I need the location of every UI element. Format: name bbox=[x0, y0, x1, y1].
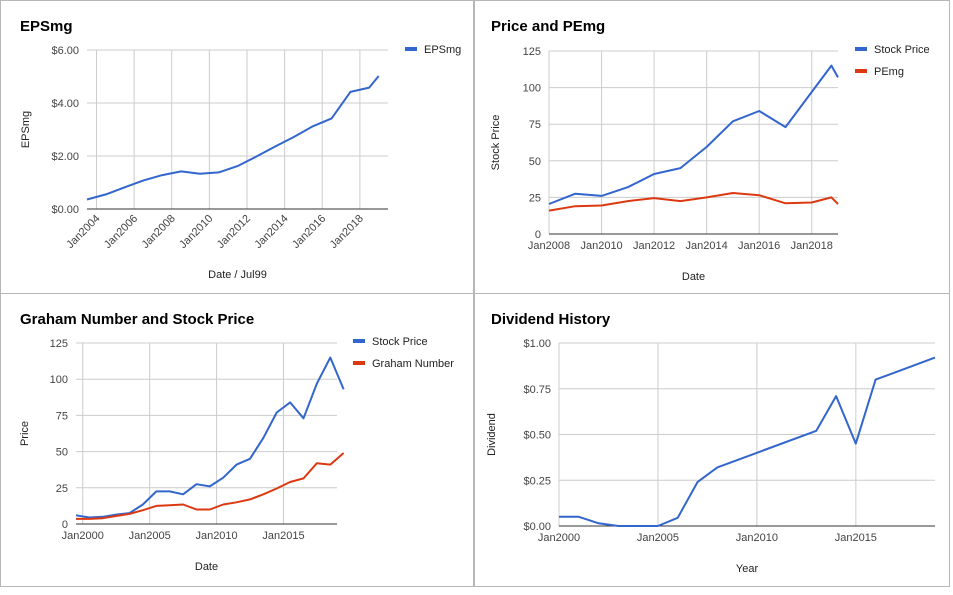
y-tick-label: 50 bbox=[529, 156, 541, 168]
chart-title: Dividend History bbox=[491, 311, 611, 328]
graham-chart-panel: Graham Number and Stock Price 0 25 50 75 100 1… bbox=[0, 293, 474, 587]
x-tick-label: Jan2018 bbox=[791, 240, 833, 252]
y-tick-label: $6.00 bbox=[51, 45, 79, 57]
x-tick-label: Jan2000 bbox=[538, 532, 580, 544]
y-tick-label: $1.00 bbox=[523, 338, 551, 350]
y-tick-label: 75 bbox=[529, 119, 541, 131]
legend-label: Stock Price bbox=[372, 336, 428, 348]
dividend-chart-panel: Dividend History $0.00 $0.25 $0.50 $0.75 $1.0… bbox=[474, 293, 950, 587]
y-tick-label: 100 bbox=[50, 374, 68, 386]
legend-label: Stock Price bbox=[874, 44, 930, 56]
chart-title: Price and PEmg bbox=[491, 18, 605, 35]
x-tick-label: Jan2010 bbox=[177, 213, 215, 251]
y-tick-label: 25 bbox=[56, 483, 68, 495]
x-tick-label: Jan2014 bbox=[686, 240, 728, 252]
legend-swatch bbox=[405, 47, 417, 51]
x-tick-label: Jan2008 bbox=[528, 240, 570, 252]
price-pemg-chart: Price and PEmg 0 25 50 75 100 125 Jan2008 Jan201… bbox=[490, 18, 930, 283]
chart-title: Graham Number and Stock Price bbox=[20, 311, 254, 328]
x-tick-label: Jan2015 bbox=[835, 532, 877, 544]
x-tick-label: Jan2005 bbox=[129, 530, 171, 542]
series-line-0 bbox=[75, 356, 345, 519]
chart-title: EPSmg bbox=[20, 18, 73, 35]
y-tick-label: 0 bbox=[62, 519, 68, 531]
x-tick-label: Jan2015 bbox=[262, 530, 304, 542]
series-line-0 bbox=[86, 75, 380, 201]
series-line-1 bbox=[548, 192, 839, 212]
series-line-0 bbox=[548, 64, 839, 205]
y-tick-label: $0.00 bbox=[51, 204, 79, 216]
dividend-chart: Dividend History $0.00 $0.25 $0.50 $0.75 $1.0… bbox=[486, 311, 936, 575]
x-axis-title: Date / Jul99 bbox=[208, 269, 267, 281]
legend-swatch bbox=[855, 69, 867, 73]
y-tick-label: 25 bbox=[529, 192, 541, 204]
x-tick-label: Jan2005 bbox=[637, 532, 679, 544]
y-axis-title: Stock Price bbox=[490, 115, 502, 171]
y-tick-label: 100 bbox=[523, 83, 541, 95]
legend-label: Graham Number bbox=[372, 358, 454, 370]
y-tick-label: $2.00 bbox=[51, 151, 79, 163]
legend-label: EPSmg bbox=[424, 44, 461, 56]
y-tick-label: $0.00 bbox=[523, 521, 551, 533]
x-axis-title: Date bbox=[682, 271, 705, 283]
x-tick-label: Jan2012 bbox=[633, 240, 675, 252]
x-axis-title: Date bbox=[195, 561, 218, 573]
legend-swatch bbox=[353, 339, 365, 343]
y-tick-label: $0.75 bbox=[523, 384, 551, 396]
y-tick-label: 50 bbox=[56, 447, 68, 459]
legend-swatch bbox=[855, 47, 867, 51]
x-tick-label: Jan2010 bbox=[195, 530, 237, 542]
x-tick-label: Jan2008 bbox=[140, 213, 178, 251]
eps-chart-panel: EPSmg $0.00 $2.00 $4.00 $6.00 Jan2004 Jan2006 J… bbox=[0, 0, 474, 295]
y-axis-title: Dividend bbox=[486, 413, 498, 456]
x-tick-label: Jan2004 bbox=[64, 213, 102, 251]
y-tick-label: 125 bbox=[50, 338, 68, 350]
x-tick-label: Jan2010 bbox=[580, 240, 622, 252]
series-line-1 bbox=[76, 452, 345, 520]
y-tick-label: 125 bbox=[523, 46, 541, 58]
y-tick-label: $0.25 bbox=[523, 475, 551, 487]
x-tick-label: Jan2016 bbox=[738, 240, 780, 252]
y-axis-title: Price bbox=[19, 421, 31, 446]
series-line-0 bbox=[559, 356, 936, 527]
legend-swatch bbox=[353, 361, 365, 365]
y-axis-title: EPSmg bbox=[20, 111, 32, 148]
y-tick-label: $4.00 bbox=[51, 98, 79, 110]
x-tick-label: Jan2010 bbox=[736, 532, 778, 544]
x-tick-label: Jan2006 bbox=[102, 213, 140, 251]
y-tick-label: 0 bbox=[535, 229, 541, 241]
x-tick-label: Jan2018 bbox=[328, 213, 366, 251]
x-tick-label: Jan2000 bbox=[62, 530, 104, 542]
price-chart-panel: Price and PEmg 0 25 50 75 100 125 Jan2008 Jan201… bbox=[474, 0, 950, 295]
x-axis-title: Year bbox=[736, 563, 759, 575]
y-tick-label: $0.50 bbox=[523, 430, 551, 442]
graham-chart: Graham Number and Stock Price 0 25 50 75 100 1… bbox=[19, 311, 454, 573]
legend-label: PEmg bbox=[874, 66, 904, 78]
x-tick-label: Jan2012 bbox=[215, 213, 253, 251]
x-tick-label: Jan2016 bbox=[290, 213, 328, 251]
x-tick-label: Jan2014 bbox=[252, 213, 290, 251]
y-tick-label: 75 bbox=[56, 410, 68, 422]
